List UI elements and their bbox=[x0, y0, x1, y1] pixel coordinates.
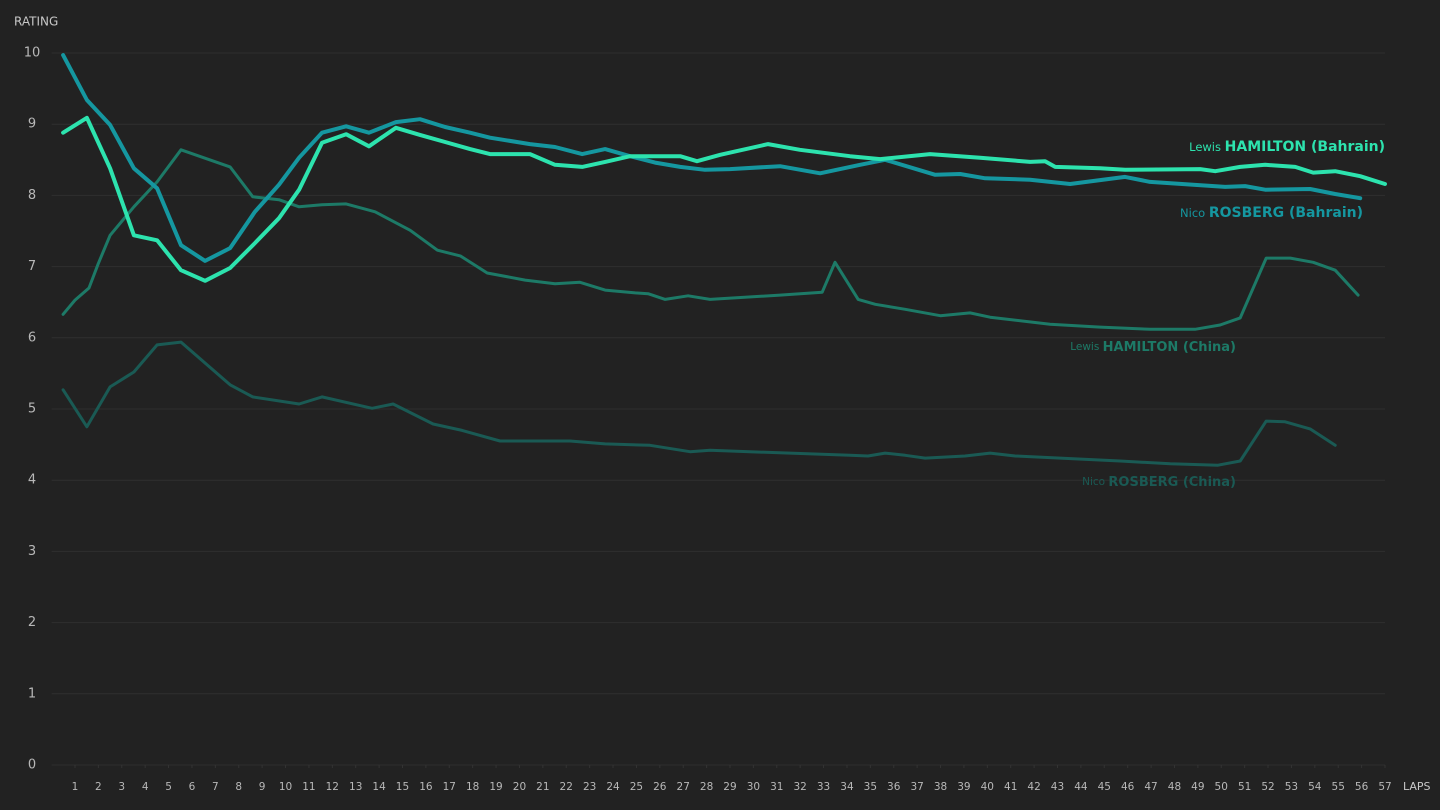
x-tick-label: 7 bbox=[212, 781, 219, 793]
x-tick-label: 44 bbox=[1074, 781, 1088, 793]
x-tick-label: 5 bbox=[165, 781, 172, 793]
series-label: Nico ROSBERG (Bahrain) bbox=[1180, 205, 1363, 221]
x-tick-label: 3 bbox=[118, 781, 125, 793]
x-tick-label: 16 bbox=[419, 781, 433, 793]
x-tick-label: 37 bbox=[910, 781, 923, 793]
x-tick-label: 36 bbox=[887, 781, 901, 793]
series-line bbox=[61, 340, 1337, 467]
series-label: Lewis HAMILTON (Bahrain) bbox=[1189, 139, 1385, 155]
x-tick-label: 35 bbox=[864, 781, 877, 793]
x-tick-label: 27 bbox=[677, 781, 690, 793]
x-tick-label: 31 bbox=[770, 781, 783, 793]
x-tick-label: 55 bbox=[1332, 781, 1345, 793]
x-tick-label: 54 bbox=[1308, 781, 1322, 793]
y-tick-label: 2 bbox=[28, 615, 36, 630]
y-tick-label: 5 bbox=[28, 402, 36, 417]
x-tick-label: 24 bbox=[606, 781, 620, 793]
x-tick-label: 48 bbox=[1168, 781, 1181, 793]
x-tick-label: 19 bbox=[489, 781, 502, 793]
x-tick-label: 39 bbox=[957, 781, 970, 793]
x-tick-label: 25 bbox=[630, 781, 643, 793]
x-tick-label: 30 bbox=[747, 781, 760, 793]
y-tick-label: 6 bbox=[28, 330, 36, 345]
x-tick-label: 12 bbox=[326, 781, 339, 793]
x-tick-label: 28 bbox=[700, 781, 713, 793]
y-tick-label: 3 bbox=[28, 544, 36, 559]
x-tick-label: 29 bbox=[723, 781, 736, 793]
series-line bbox=[61, 115, 1387, 283]
x-tick-label: 23 bbox=[583, 781, 596, 793]
x-tick-label: 14 bbox=[372, 781, 386, 793]
x-tick-label: 26 bbox=[653, 781, 667, 793]
x-tick-label: 57 bbox=[1378, 781, 1391, 793]
x-tick-label: 8 bbox=[235, 781, 242, 793]
x-tick-label: 34 bbox=[840, 781, 854, 793]
x-tick-label: 51 bbox=[1238, 781, 1251, 793]
x-tick-label: 41 bbox=[1004, 781, 1017, 793]
x-tick-label: 2 bbox=[95, 781, 102, 793]
x-tick-label: 11 bbox=[302, 781, 315, 793]
x-tick-label: 40 bbox=[981, 781, 994, 793]
x-tick-label: 9 bbox=[259, 781, 266, 793]
x-tick-label: 1 bbox=[72, 781, 79, 793]
y-tick-label: 7 bbox=[28, 259, 36, 274]
series-line bbox=[61, 148, 1360, 331]
y-tick-label: 0 bbox=[28, 758, 36, 773]
x-tick-label: 49 bbox=[1191, 781, 1204, 793]
x-tick-label: 33 bbox=[817, 781, 830, 793]
y-tick-label: 1 bbox=[28, 686, 36, 701]
x-tick-label: 6 bbox=[189, 781, 196, 793]
x-tick-label: 22 bbox=[560, 781, 573, 793]
y-tick-label: 8 bbox=[28, 188, 36, 203]
x-tick-label: 45 bbox=[1098, 781, 1111, 793]
x-tick-label: 53 bbox=[1285, 781, 1298, 793]
y-tick-label: 4 bbox=[28, 473, 36, 488]
x-tick-label: 47 bbox=[1144, 781, 1157, 793]
x-tick-label: 42 bbox=[1027, 781, 1040, 793]
x-tick-label: 43 bbox=[1051, 781, 1064, 793]
series-label: Lewis HAMILTON (China) bbox=[1070, 340, 1236, 355]
x-tick-label: 50 bbox=[1215, 781, 1228, 793]
x-tick-label: 15 bbox=[396, 781, 409, 793]
x-tick-label: 17 bbox=[443, 781, 456, 793]
y-tick-label: 9 bbox=[28, 117, 36, 132]
series-line bbox=[61, 53, 1363, 263]
x-axis-title: LAPS bbox=[1403, 780, 1431, 793]
x-tick-label: 10 bbox=[279, 781, 292, 793]
y-axis-title: RATING bbox=[14, 15, 58, 29]
x-tick-label: 4 bbox=[142, 781, 149, 793]
x-tick-label: 46 bbox=[1121, 781, 1135, 793]
x-tick-label: 18 bbox=[466, 781, 479, 793]
x-tick-label: 21 bbox=[536, 781, 549, 793]
y-tick-label: 10 bbox=[24, 46, 41, 61]
x-tick-label: 52 bbox=[1261, 781, 1274, 793]
x-tick-label: 32 bbox=[793, 781, 806, 793]
series-label: Nico ROSBERG (China) bbox=[1082, 475, 1236, 490]
x-tick-label: 38 bbox=[934, 781, 947, 793]
x-tick-label: 20 bbox=[513, 781, 526, 793]
x-tick-label: 13 bbox=[349, 781, 362, 793]
x-tick-label: 56 bbox=[1355, 781, 1369, 793]
